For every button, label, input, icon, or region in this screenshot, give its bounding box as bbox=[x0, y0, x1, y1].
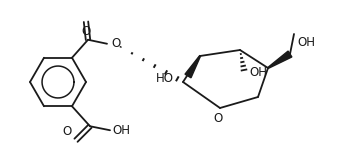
Text: HO: HO bbox=[156, 71, 174, 84]
Text: O: O bbox=[81, 25, 91, 38]
Text: O: O bbox=[63, 125, 72, 138]
Text: OH: OH bbox=[297, 36, 315, 49]
Text: O: O bbox=[213, 112, 223, 125]
Text: OH: OH bbox=[112, 124, 130, 137]
Text: OH: OH bbox=[249, 66, 267, 78]
Polygon shape bbox=[185, 56, 201, 78]
Polygon shape bbox=[268, 51, 292, 68]
Text: O: O bbox=[111, 37, 120, 50]
